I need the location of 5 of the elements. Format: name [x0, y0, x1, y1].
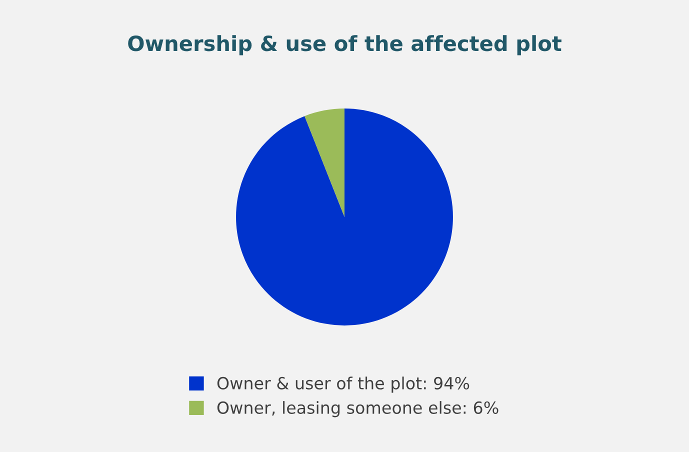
legend-label: Owner, leasing someone else: 6%	[217, 401, 498, 418]
chart-title: Ownership & use of the affected plot	[128, 35, 562, 56]
pie-slice	[236, 108, 453, 326]
pie-slice	[304, 108, 344, 217]
legend-label: Owner & user of the plot: 94%	[217, 376, 470, 393]
